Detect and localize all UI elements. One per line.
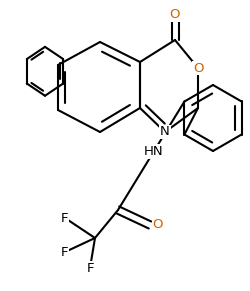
Text: O: O xyxy=(152,219,163,232)
Text: O: O xyxy=(193,61,203,74)
Text: HN: HN xyxy=(144,145,164,158)
Text: F: F xyxy=(61,246,69,258)
Text: N: N xyxy=(160,125,170,139)
Text: F: F xyxy=(61,212,69,224)
Text: F: F xyxy=(86,262,94,274)
Text: O: O xyxy=(170,8,180,22)
